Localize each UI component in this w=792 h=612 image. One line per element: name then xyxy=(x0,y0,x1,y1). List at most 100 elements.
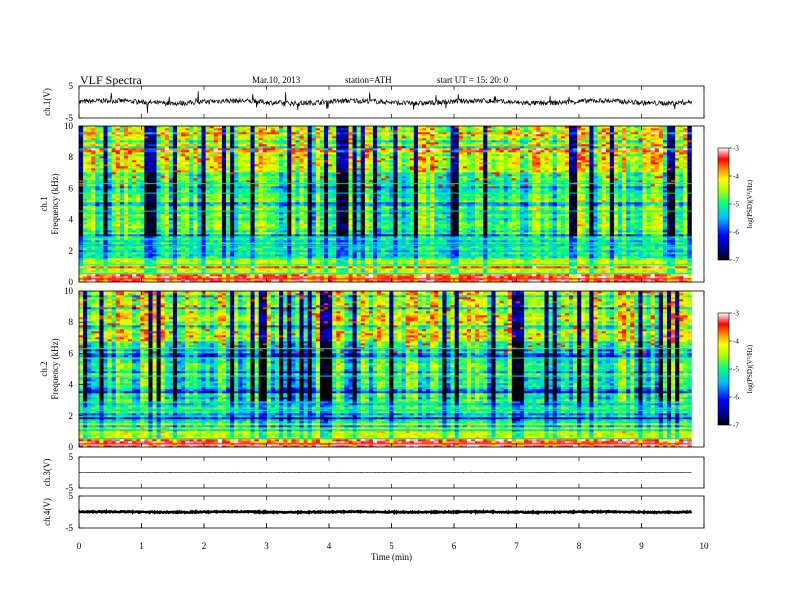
s1-cell xyxy=(593,262,598,265)
s1-cell xyxy=(172,220,178,223)
s1-cell xyxy=(352,234,357,237)
s1-cell xyxy=(115,258,121,261)
s1-cell xyxy=(197,260,202,263)
s1-cell xyxy=(172,218,178,221)
s1-cell xyxy=(279,276,284,279)
s1-cell xyxy=(103,230,108,233)
s1-cell xyxy=(164,268,170,271)
s1-cell xyxy=(450,258,455,261)
s1-cell xyxy=(638,254,643,257)
s1-cell xyxy=(552,238,558,241)
s1-cell xyxy=(95,280,100,283)
s1-cell xyxy=(303,268,308,271)
s1-cell xyxy=(462,268,468,271)
s1-cell xyxy=(401,256,406,259)
s1-cell xyxy=(671,268,676,271)
s1-cell xyxy=(511,254,517,257)
s1-cell xyxy=(283,270,288,273)
s1-cell xyxy=(642,250,647,253)
s1-cell xyxy=(446,276,451,279)
s1-cell xyxy=(373,248,378,251)
s1-cell xyxy=(303,224,308,227)
s1-cell xyxy=(483,222,488,225)
s1-cell xyxy=(458,270,464,273)
s1-cell xyxy=(609,280,615,283)
s1-cell xyxy=(675,258,680,261)
s1-cell xyxy=(687,240,692,243)
s1-cell xyxy=(83,234,88,237)
s1-cell xyxy=(499,254,504,257)
s1-cell xyxy=(266,252,272,255)
s1-cell xyxy=(646,234,651,237)
s1-cell xyxy=(487,216,492,219)
s1-cell xyxy=(564,220,570,223)
s1-cell xyxy=(311,250,317,253)
s1-cell xyxy=(430,220,435,223)
s1-cell xyxy=(564,224,570,227)
s1-cell xyxy=(319,276,325,279)
s1-cell xyxy=(401,224,406,227)
s1-cell xyxy=(687,262,692,265)
s1-cell xyxy=(393,254,398,257)
s1-cell xyxy=(160,218,166,221)
s1-cell xyxy=(642,240,647,243)
s1-cell xyxy=(246,280,251,283)
s1-cell xyxy=(246,222,251,225)
s1-cell xyxy=(140,234,145,237)
s1-cell xyxy=(671,226,676,229)
s1-cell xyxy=(230,268,235,271)
s1-cell xyxy=(368,226,374,229)
s1-cell xyxy=(618,230,623,233)
s1-cell xyxy=(160,248,166,251)
s1-cell xyxy=(548,228,553,231)
s1-cell xyxy=(221,224,227,227)
s1-cell xyxy=(654,246,660,249)
s1-cell xyxy=(152,252,157,255)
s1-cell xyxy=(295,234,300,237)
s1-cell xyxy=(422,216,427,219)
s1-cell xyxy=(348,280,353,283)
s1-cell xyxy=(226,248,231,251)
s1-cell xyxy=(193,222,198,225)
s1-cell xyxy=(356,260,362,263)
s1-cell xyxy=(295,252,300,255)
s1-cell xyxy=(511,222,517,225)
s1-cell xyxy=(250,276,255,279)
s1-cell xyxy=(128,214,133,217)
s1-cell xyxy=(299,236,304,239)
s1-cell xyxy=(279,226,284,229)
s1-cell xyxy=(618,262,623,265)
s1-cell xyxy=(348,240,353,243)
s1-cell xyxy=(442,252,447,255)
s1-cell xyxy=(581,226,586,229)
s1-cell xyxy=(417,218,423,221)
s1-cell xyxy=(658,246,664,249)
s1-cell xyxy=(364,266,370,269)
s1-cell xyxy=(638,228,643,231)
s1-cell xyxy=(581,254,586,257)
s1-cell xyxy=(671,252,676,255)
s1-cell xyxy=(181,218,186,221)
s1-cell xyxy=(119,240,125,243)
s1-cell xyxy=(332,250,337,253)
s1-cell xyxy=(193,252,198,255)
s1-cell xyxy=(564,222,570,225)
s1-cell xyxy=(270,224,276,227)
s1-cell xyxy=(103,236,108,239)
s1-cell xyxy=(197,220,202,223)
s1-cell xyxy=(177,260,182,263)
s1-cell xyxy=(364,260,370,263)
s1-cell xyxy=(409,262,415,265)
s1-cell xyxy=(499,280,504,283)
s1-cell xyxy=(307,268,313,271)
s1-cell xyxy=(156,266,161,269)
s1-cell xyxy=(217,236,223,239)
s1-cell xyxy=(307,220,313,223)
s1-cell xyxy=(324,248,329,251)
s1-cell xyxy=(593,276,598,279)
s1-cell xyxy=(315,260,321,263)
s1-cell xyxy=(344,260,349,263)
s1-cell xyxy=(475,254,480,257)
s1-cell xyxy=(291,230,296,233)
s1-cell xyxy=(172,248,178,251)
